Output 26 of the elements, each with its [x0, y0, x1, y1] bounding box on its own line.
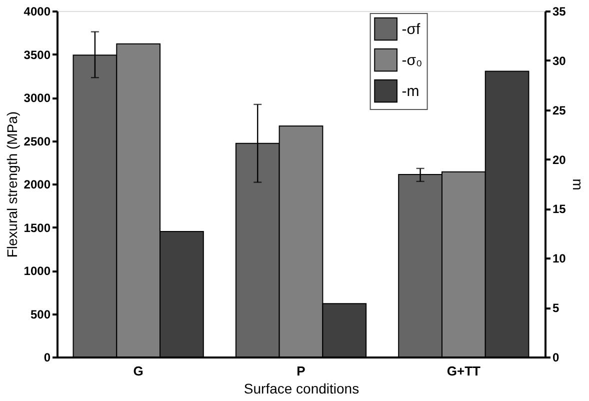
y2-axis-title: m — [570, 178, 586, 190]
y-tick-label: 0 — [44, 350, 51, 364]
x-tick-label: P — [296, 364, 306, 378]
x-tick-label: G+TT — [446, 364, 481, 378]
y-tick-label: 1000 — [24, 264, 51, 278]
y2-tick-label: 10 — [552, 252, 566, 266]
y2-tick-label: 5 — [552, 301, 560, 316]
x-axis-title: Surface conditions — [244, 380, 360, 396]
legend-label: -m — [402, 83, 420, 100]
y2-tick-label: 20 — [552, 152, 566, 167]
y-tick-label: 4000 — [24, 4, 51, 18]
legend-label: -σf — [402, 21, 422, 38]
legend-label: -σ₀ — [402, 52, 422, 69]
y-axis-title: Flexural strength (MPa) — [4, 111, 20, 258]
y-tick-label: 500 — [30, 307, 51, 322]
y-tick-label: 2500 — [24, 134, 51, 148]
y2-tick-label: 15 — [552, 202, 566, 216]
y2-tick-label: 30 — [552, 54, 566, 68]
y-tick-label: 3000 — [24, 91, 51, 105]
y-tick-label: 3500 — [24, 48, 51, 62]
x-tick-label: G — [133, 364, 144, 378]
y2-tick-label: 25 — [552, 103, 566, 118]
y-tick-label: 1500 — [24, 220, 51, 235]
y-tick-label: 2000 — [24, 178, 51, 192]
y2-tick-label: 35 — [552, 4, 566, 18]
y2-tick-label: 0 — [552, 350, 560, 364]
